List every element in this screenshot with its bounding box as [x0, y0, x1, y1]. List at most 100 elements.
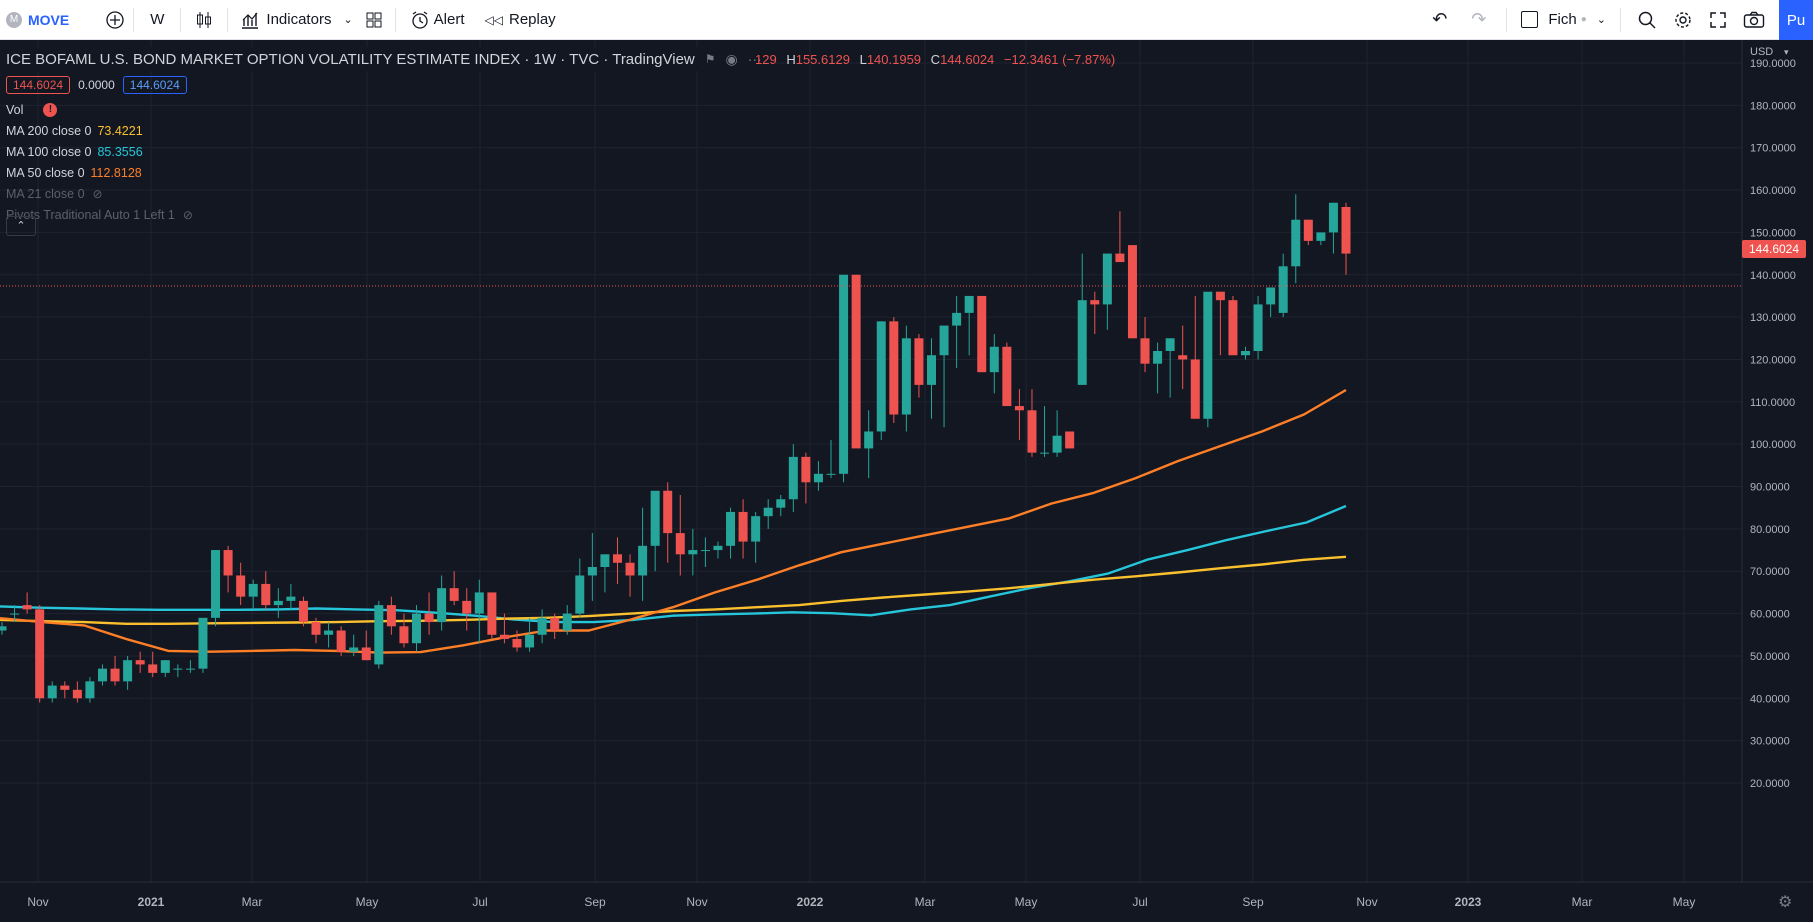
indicator-value: 85.3556	[97, 145, 143, 159]
search-icon	[1638, 11, 1656, 29]
candle-body	[763, 507, 773, 517]
eye-icon[interactable]: ◉	[725, 50, 738, 67]
chevron-down-icon[interactable]: ▾	[1784, 47, 1789, 57]
candle-body	[311, 622, 321, 635]
fullscreen-button[interactable]	[1701, 0, 1735, 40]
candle-body	[952, 312, 962, 326]
candle-body	[977, 295, 987, 373]
candle-body	[1077, 300, 1087, 385]
gear-icon	[1675, 11, 1691, 28]
warning-icon[interactable]: !	[43, 103, 58, 117]
candle-body	[148, 664, 158, 673]
price-tick-label: 110.0000	[1750, 397, 1795, 409]
collapse-legend-button[interactable]: ⌃	[6, 216, 36, 236]
candle-body	[499, 634, 509, 639]
candle-body	[864, 431, 874, 449]
moving-averages	[0, 388, 1347, 654]
sell-price-button[interactable]: 144.6024	[6, 76, 71, 94]
price-tick-label: 50.0000	[1750, 651, 1790, 663]
price-scale-labels: 190.0000 180.0000 170.0000 160.0000 150.0000…	[1750, 58, 1796, 790]
buy-price-button[interactable]: 144.6024	[122, 76, 187, 94]
screenshot-button[interactable]	[1735, 0, 1773, 40]
ohlc-low: 140.1959	[866, 52, 922, 67]
ohlc-open: 129	[755, 52, 777, 67]
candle-body	[1178, 355, 1188, 360]
toolbar-divider	[1620, 7, 1621, 32]
chart-area[interactable]: 190.0000 180.0000 170.0000 160.0000 150.0000…	[0, 40, 1813, 922]
search-button[interactable]	[1629, 0, 1665, 40]
time-tick-label: 2022	[797, 895, 824, 909]
indicator-vol[interactable]: Vol !	[6, 100, 58, 120]
indicator-label: Pivots Traditional Auto 1 Left 1	[6, 208, 175, 222]
candle-body	[989, 346, 999, 373]
time-tick-label: May	[356, 895, 379, 909]
chart-type-button[interactable]	[189, 0, 219, 40]
camera-icon	[1743, 11, 1765, 28]
gear-icon[interactable]: ⚙	[1778, 894, 1792, 911]
publish-button[interactable]: Pu	[1779, 0, 1813, 40]
undo-button[interactable]: ↶	[1420, 0, 1459, 40]
price-chart[interactable]: 190.0000 180.0000 170.0000 160.0000 150.0000…	[0, 40, 1813, 922]
candle-body	[399, 626, 409, 644]
compare-symbol-button[interactable]	[105, 0, 125, 40]
rewind-icon: ◁◁	[484, 12, 503, 27]
price-tick-label: 120.0000	[1750, 354, 1796, 366]
indicator-ma50[interactable]: MA 50 close 0 112.8128	[6, 163, 142, 183]
candle-body	[185, 668, 195, 670]
candle-body	[612, 554, 622, 563]
eye-hidden-icon[interactable]: ⊘	[182, 208, 193, 222]
interval-label: W	[150, 11, 165, 28]
candle-body	[675, 533, 685, 555]
price-scale[interactable]	[1742, 40, 1813, 922]
candle-body	[298, 600, 308, 623]
time-tick-label: Sep	[1242, 895, 1264, 909]
time-tick-label: Mar	[915, 895, 936, 909]
price-tick-label: 60.0000	[1750, 609, 1790, 621]
time-tick-label: Jul	[472, 895, 487, 909]
fullscreen-icon	[1710, 11, 1726, 28]
symbol-search-button[interactable]: M MOVE	[0, 0, 69, 40]
currency-label[interactable]: USD	[1750, 46, 1773, 58]
ohlc-change: −12.3461 (−7.87%)	[1003, 52, 1116, 67]
indicator-ma100[interactable]: MA 100 close 0 85.3556	[6, 142, 143, 162]
templates-button[interactable]	[361, 0, 387, 40]
time-tick-label: Nov	[27, 895, 48, 909]
toolbar-divider	[133, 7, 135, 32]
last-price-badge	[1742, 240, 1806, 258]
candle-body	[198, 617, 208, 669]
indicators-dropdown-button[interactable]: ⌄	[335, 0, 360, 40]
layout-button[interactable]: Fich ● ⌄	[1515, 0, 1612, 40]
chevron-down-icon: ⌄	[343, 14, 353, 26]
time-tick-label: Mar	[242, 895, 263, 909]
indicator-pivots[interactable]: Pivots Traditional Auto 1 Left 1 ⊘	[6, 205, 193, 225]
candle-body	[889, 321, 899, 415]
indicators-button[interactable]: Indicators	[236, 0, 335, 40]
candle-body	[537, 617, 547, 635]
price-tick-label: 190.0000	[1750, 58, 1796, 70]
candle-body	[72, 689, 82, 699]
time-scale-labels: Nov 2021 Mar May Jul Sep Nov 2022 Mar May Jul Sep No…	[27, 895, 1695, 909]
candle-body	[1241, 351, 1251, 356]
price-tick-label: 150.0000	[1750, 227, 1796, 239]
alert-button[interactable]: Alert	[404, 0, 471, 40]
indicator-ma21[interactable]: MA 21 close 0 ⊘	[6, 184, 103, 204]
symbol-title[interactable]: ICE BOFAML U.S. BOND MARKET OPTION VOLAT…	[6, 50, 695, 68]
eye-hidden-icon[interactable]: ⊘	[92, 187, 103, 201]
publish-label: Pu	[1786, 11, 1806, 29]
candle-body	[135, 660, 145, 665]
redo-button[interactable]: ↷	[1459, 0, 1498, 40]
candle-body	[876, 321, 886, 432]
ohlc-high-label: H	[786, 52, 796, 67]
flag-icon[interactable]: ⚑	[704, 52, 716, 66]
indicator-ma200[interactable]: MA 200 close 0 73.4221	[6, 121, 143, 141]
interval-button[interactable]: W	[142, 0, 172, 40]
toolbar-divider	[394, 7, 396, 32]
candle-body	[1065, 431, 1075, 449]
candle-body	[776, 499, 786, 508]
alarm-clock-icon	[412, 10, 428, 29]
candle-body	[700, 550, 710, 552]
candle-body	[449, 588, 459, 601]
replay-button[interactable]: ◁◁ Replay	[479, 0, 562, 40]
more-icon[interactable]: ···	[747, 51, 762, 67]
settings-button[interactable]	[1665, 0, 1701, 40]
